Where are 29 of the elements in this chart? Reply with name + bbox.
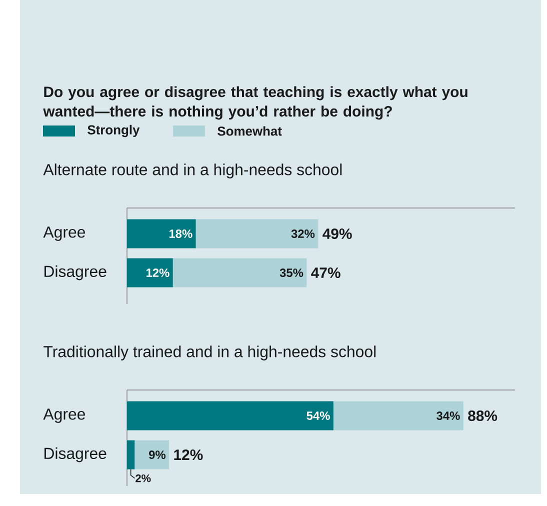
- bar: [127, 440, 135, 470]
- bar: [172, 258, 307, 288]
- total-label: 47%: [311, 268, 340, 278]
- bar: [127, 219, 196, 248]
- total-label: 12%: [174, 450, 203, 460]
- chart-title: Traditionally trained and in a high-needs school: [44, 346, 376, 360]
- legend-label: Strongly: [88, 124, 140, 138]
- data-label: 12%: [146, 268, 170, 277]
- data-label: 2%: [136, 474, 151, 482]
- data-label: 34%: [436, 412, 460, 420]
- bar: [127, 401, 334, 430]
- data-label: 54%: [306, 412, 330, 420]
- bar: [127, 258, 173, 288]
- data-label: 9%: [148, 450, 166, 460]
- y-tick-label: Disagree: [44, 265, 106, 280]
- y-tick-label: Disagree: [44, 447, 106, 462]
- data-label: 18%: [169, 230, 192, 238]
- chart-title: Do you agree or disagree that teaching is exactly what you wanted—there is nothing you’d rather be doing?: [43, 86, 468, 120]
- bar: [333, 401, 464, 430]
- chart-subtitle: Alternate route and in a high-needs school: [43, 164, 342, 178]
- legend-label: Somewhat: [218, 126, 282, 136]
- bar: [196, 219, 318, 248]
- bar: [134, 440, 170, 470]
- data-label: 32%: [291, 230, 315, 238]
- total-label: 49%: [322, 228, 352, 240]
- total-label: 88%: [468, 410, 498, 422]
- data-label: 35%: [280, 268, 304, 278]
- y-tick-label: Agree: [43, 408, 86, 423]
- y-tick-label: Agree: [43, 226, 86, 241]
